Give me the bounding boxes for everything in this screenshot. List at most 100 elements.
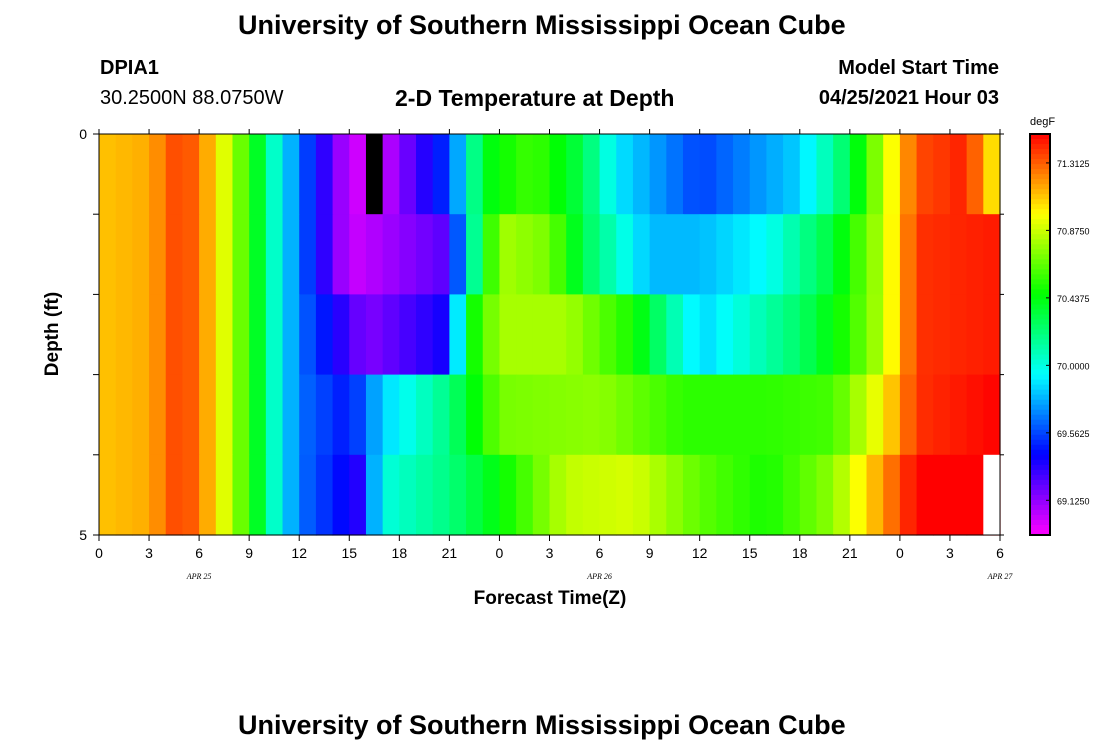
x-tick-label: 6 [195,545,203,561]
heatmap-cell [332,294,350,376]
heatmap-cell [399,214,417,295]
heatmap-cell [899,294,918,376]
heatmap-cell [582,134,601,215]
heatmap-cell [449,374,467,456]
heatmap-cell [399,454,417,536]
heatmap-cell [249,454,267,536]
heatmap-cell [199,454,217,536]
heatmap-mark [983,454,1000,535]
heatmap-cell [666,294,684,376]
y-tick-label: 0 [79,126,87,142]
heatmap-cell [232,294,250,376]
heatmap-cell [482,214,501,295]
heatmap-cell [799,374,818,456]
heatmap-cell [883,294,901,376]
heatmap-cell [215,374,234,456]
heatmap-cell [416,134,434,215]
x-tick-label: 0 [95,545,103,561]
heatmap-cell [149,294,167,376]
colorbar-step [1030,409,1050,416]
heatmap-cell [616,214,634,295]
heatmap-mark [365,134,383,215]
heatmap-cell [315,134,334,215]
heatmap-cell [666,134,684,215]
colorbar-step [1030,384,1050,391]
heatmap-cells [99,134,1001,536]
colorbar-step [1030,369,1050,376]
colorbar-step [1030,389,1050,396]
heatmap-cell [532,214,551,295]
heatmap-cell [466,214,484,295]
colorbar-step [1030,344,1050,351]
heatmap-cell [482,134,501,215]
heatmap-cell [849,214,868,295]
heatmap-cell [115,454,133,536]
heatmap-cell [499,214,517,295]
heatmap-cell [282,294,300,376]
x-tick-label: 18 [792,545,808,561]
heatmap-cell [883,214,901,295]
colorbar-step [1030,519,1050,526]
colorbar-step [1030,304,1050,311]
heatmap-cell [749,294,768,376]
colorbar-step [1030,489,1050,496]
heatmap-cell [215,454,234,536]
heatmap-cell [432,454,450,536]
heatmap-cell [716,374,734,456]
heatmap-cell [749,214,768,295]
heatmap-cell [282,454,300,536]
colorbar-step [1030,294,1050,301]
colorbar-step [1030,454,1050,461]
heatmap-cell [866,214,884,295]
heatmap-cell [949,294,968,376]
x-tick-label: 21 [442,545,458,561]
heatmap-cell [682,454,701,536]
heatmap-cell [499,374,517,456]
heatmap-cell [666,374,684,456]
heatmap-cell [482,374,501,456]
heatmap-cell [582,214,601,295]
heatmap-cell [449,134,467,215]
heatmap-cell [833,454,851,536]
x-axis-ticks: 0 3 6 9 12 15 18 21 0 3 6 9 12 15 18 21 0 3 6 APR 25 APR 26 A… [95,129,1013,581]
heatmap-cell [99,134,117,215]
heatmap-cell [682,134,701,215]
heatmap-cell [249,374,267,456]
colorbar-step [1030,289,1050,295]
colorbar-step [1030,184,1050,190]
heatmap-cell [883,454,901,536]
heatmap-cell [849,294,868,376]
heatmap-cell [466,454,484,536]
heatmap-cell [916,454,934,536]
colorbar-step [1030,279,1050,285]
heatmap-cell [899,454,918,536]
colorbar-step [1030,309,1050,316]
y-axis-ticks: 05 [79,126,1004,543]
heatmap-cell [432,214,450,295]
colorbar-step [1030,164,1050,170]
heatmap-cell [833,294,851,376]
colorbar-step [1030,209,1050,215]
colorbar-step [1030,484,1050,491]
heatmap-cell [833,214,851,295]
heatmap-cell [165,134,184,215]
heatmap-cell [416,454,434,536]
heatmap-cell [332,454,350,536]
colorbar-step [1030,139,1050,145]
heatmap-cell [516,214,534,295]
heatmap-cell [466,294,484,376]
heatmap-cell [632,294,651,376]
colorbar-step [1030,224,1050,230]
colorbar-step [1030,194,1050,200]
model-start-value: 04/25/2021 Hour 03 [818,87,999,109]
heatmap-cell [499,454,517,536]
colorbar-tick-label: 70.4375 [1057,294,1090,304]
colorbar-step [1030,479,1050,486]
heatmap-cell [866,134,884,215]
heatmap-cell [649,294,667,376]
heatmap-cell [199,294,217,376]
colorbar-step [1030,234,1050,240]
heatmap-cell [516,294,534,376]
heatmap-cell [382,454,400,536]
heatmap-cell [849,454,868,536]
